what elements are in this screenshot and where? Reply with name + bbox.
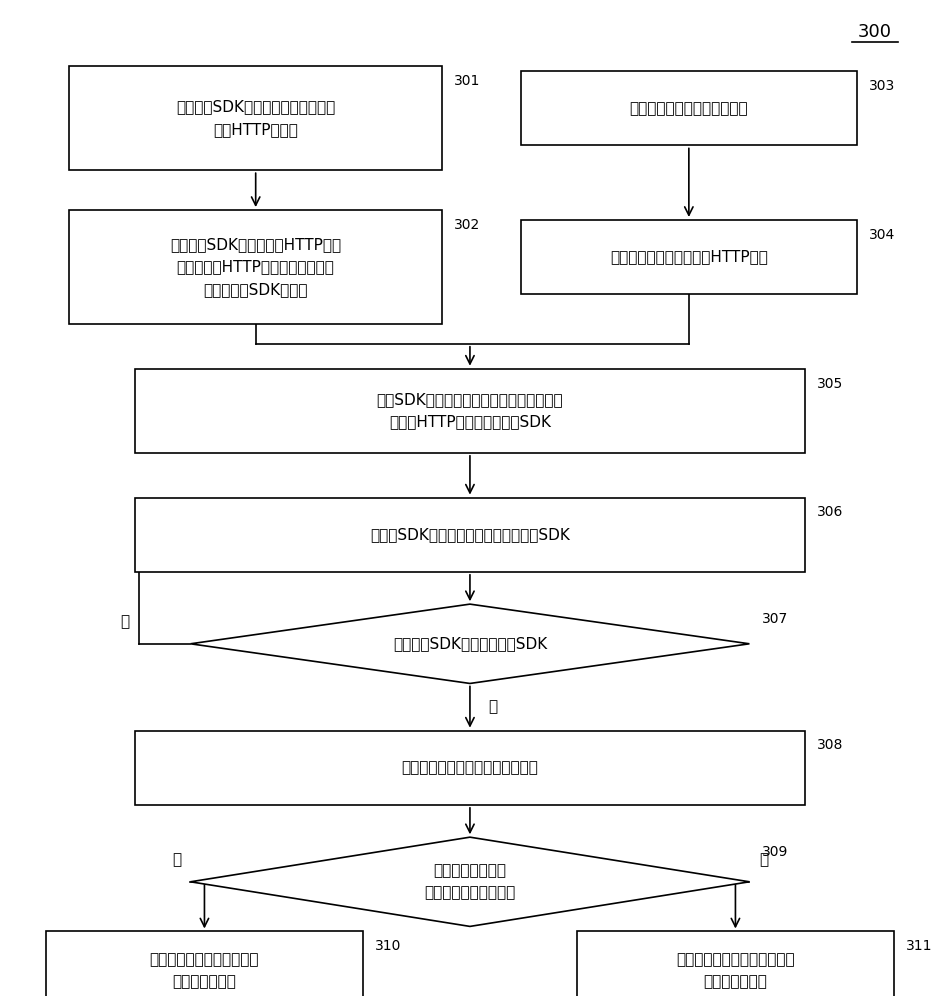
Text: 利用SDK知识库确定与从实际流量中提取出
的实际HTTP地址对应的实际SDK: 利用SDK知识库确定与从实际流量中提取出 的实际HTTP地址对应的实际SDK <box>376 392 563 429</box>
FancyBboxPatch shape <box>135 369 805 453</box>
FancyBboxPatch shape <box>521 71 856 145</box>
Text: 303: 303 <box>869 79 895 93</box>
Text: 返回待测应用程序符合安全
隐私要求的通知: 返回待测应用程序符合安全 隐私要求的通知 <box>150 952 259 990</box>
Text: 302: 302 <box>455 218 480 232</box>
Polygon shape <box>190 837 750 926</box>
Text: 返回待测应用程序不符合安全
隐私要求的通知: 返回待测应用程序不符合安全 隐私要求的通知 <box>676 952 795 990</box>
Text: 确定实际流量的实际隐私风险等级: 确定实际流量的实际隐私风险等级 <box>402 760 538 775</box>
Text: 307: 307 <box>762 612 787 626</box>
Text: 306: 306 <box>818 505 844 519</box>
FancyBboxPatch shape <box>70 66 442 170</box>
Text: 判断实际隐私风险
等级是否小于预设等级: 判断实际隐私风险 等级是否小于预设等级 <box>424 863 516 900</box>
Text: 将实际SDK确定为产生实际流量的来源SDK: 将实际SDK确定为产生实际流量的来源SDK <box>370 527 570 542</box>
FancyBboxPatch shape <box>70 210 442 324</box>
Text: 获取待测应用程序的实际流量: 获取待测应用程序的实际流量 <box>630 101 748 116</box>
Text: 305: 305 <box>818 377 844 391</box>
Text: 308: 308 <box>818 738 844 752</box>
Text: 根据每个SDK与其对应的HTTP地址
集中每一个HTTP地址之间的对应关
系构建得到SDK知识库: 根据每个SDK与其对应的HTTP地址 集中每一个HTTP地址之间的对应关 系构建… <box>170 237 341 297</box>
FancyBboxPatch shape <box>521 220 856 294</box>
Text: 310: 310 <box>375 939 402 953</box>
Text: 304: 304 <box>869 228 895 242</box>
Text: 根据每个SDK的实际代码确定其中包
含的HTTP地址集: 根据每个SDK的实际代码确定其中包 含的HTTP地址集 <box>176 100 336 137</box>
Text: 否: 否 <box>121 614 130 629</box>
Text: 301: 301 <box>455 74 481 88</box>
Text: 是: 是 <box>488 700 498 715</box>
Polygon shape <box>190 604 750 683</box>
FancyBboxPatch shape <box>135 731 805 805</box>
Text: 判断来源SDK是否为第三方SDK: 判断来源SDK是否为第三方SDK <box>393 636 547 651</box>
Text: 是: 是 <box>172 852 181 867</box>
FancyBboxPatch shape <box>577 931 894 1000</box>
FancyBboxPatch shape <box>46 931 363 1000</box>
FancyBboxPatch shape <box>135 498 805 572</box>
Text: 从实际流量中提取出实际HTTP地址: 从实际流量中提取出实际HTTP地址 <box>610 250 768 265</box>
Text: 311: 311 <box>906 939 933 953</box>
Text: 否: 否 <box>759 852 768 867</box>
Text: 300: 300 <box>858 23 892 41</box>
Text: 309: 309 <box>762 845 788 859</box>
